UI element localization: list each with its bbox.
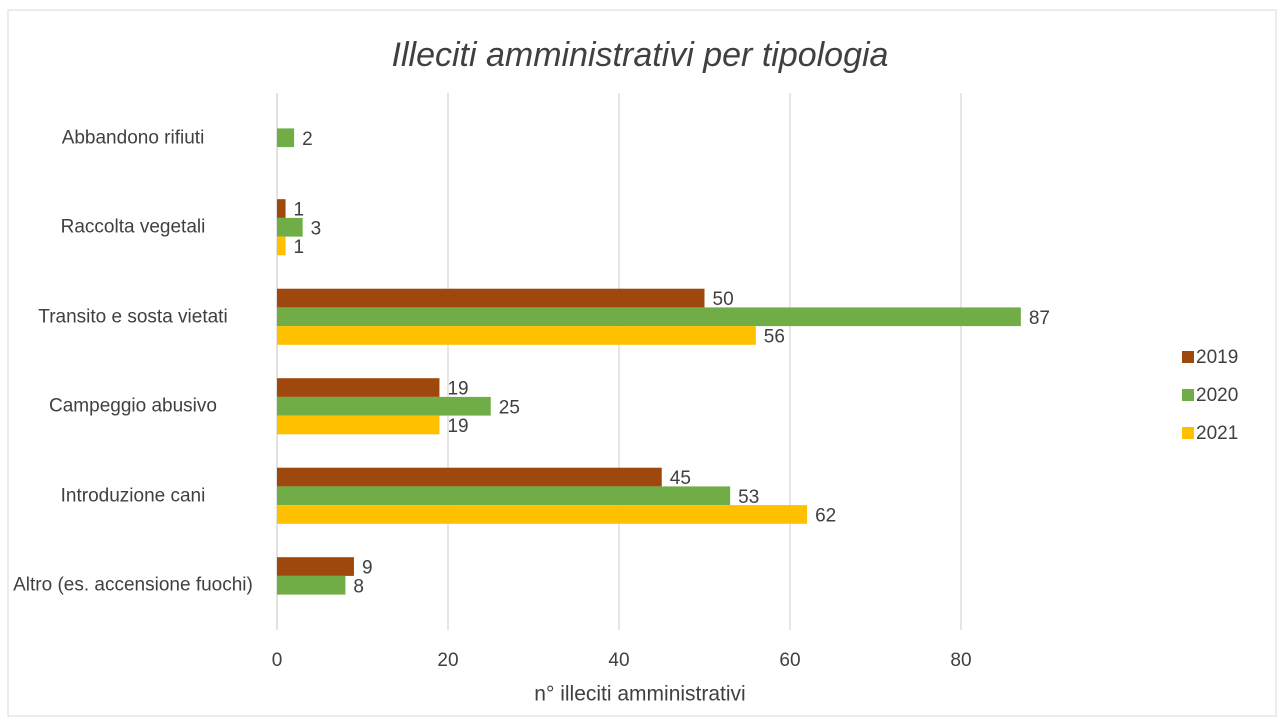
data-label: 2 [302, 129, 313, 150]
legend-label: 2020 [1196, 385, 1238, 406]
legend-label: 2019 [1196, 347, 1238, 368]
legend-label: 2021 [1196, 423, 1238, 444]
data-label: 56 [764, 326, 785, 347]
data-label: 45 [670, 468, 691, 489]
bar [277, 378, 440, 397]
x-tick-label: 20 [437, 650, 458, 671]
bar [277, 199, 286, 218]
x-tick-label: 40 [608, 650, 629, 671]
legend-swatch [1182, 351, 1194, 363]
chart-title: Illeciti amministrativi per tipologia [392, 36, 889, 74]
bar [277, 486, 731, 506]
x-axis-title: n° illeciti amministrativi [534, 683, 745, 706]
x-tick-label: 60 [779, 650, 800, 671]
chart-border [7, 9, 1277, 717]
data-label: 8 [353, 576, 364, 597]
x-tick-label: 80 [950, 650, 971, 671]
bar [277, 575, 346, 595]
bar [277, 236, 286, 256]
bar [277, 128, 295, 148]
data-label: 1 [294, 200, 305, 221]
bar [277, 557, 354, 576]
x-tick-label: 0 [272, 650, 283, 671]
bar [277, 326, 756, 345]
bar [277, 217, 303, 237]
data-label: 25 [499, 397, 520, 418]
legend-swatch [1182, 389, 1194, 401]
data-label: 3 [311, 218, 322, 239]
data-label: 87 [1029, 308, 1050, 329]
data-label: 62 [815, 505, 836, 526]
data-label: 19 [447, 379, 468, 400]
data-label: 53 [738, 487, 759, 508]
bar [277, 307, 1021, 327]
y-tick-label: Introduzione cani [60, 485, 206, 507]
data-label: 9 [362, 558, 373, 579]
bar [277, 467, 662, 487]
y-tick-label: Abbandono rifiuti [61, 127, 205, 149]
bar [277, 415, 440, 435]
data-label: 1 [294, 237, 305, 258]
bar [277, 396, 491, 416]
data-label: 50 [713, 289, 734, 310]
y-tick-label: Altro (es. accensione fuochi) [13, 574, 253, 596]
bar [277, 288, 705, 308]
y-tick-label: Campeggio abusivo [49, 395, 217, 417]
y-tick-label: Raccolta vegetali [60, 216, 206, 238]
y-tick-label: Transito e sosta vietati [38, 306, 228, 328]
data-label: 19 [447, 416, 468, 437]
legend-swatch [1182, 427, 1194, 439]
bar [277, 505, 808, 524]
